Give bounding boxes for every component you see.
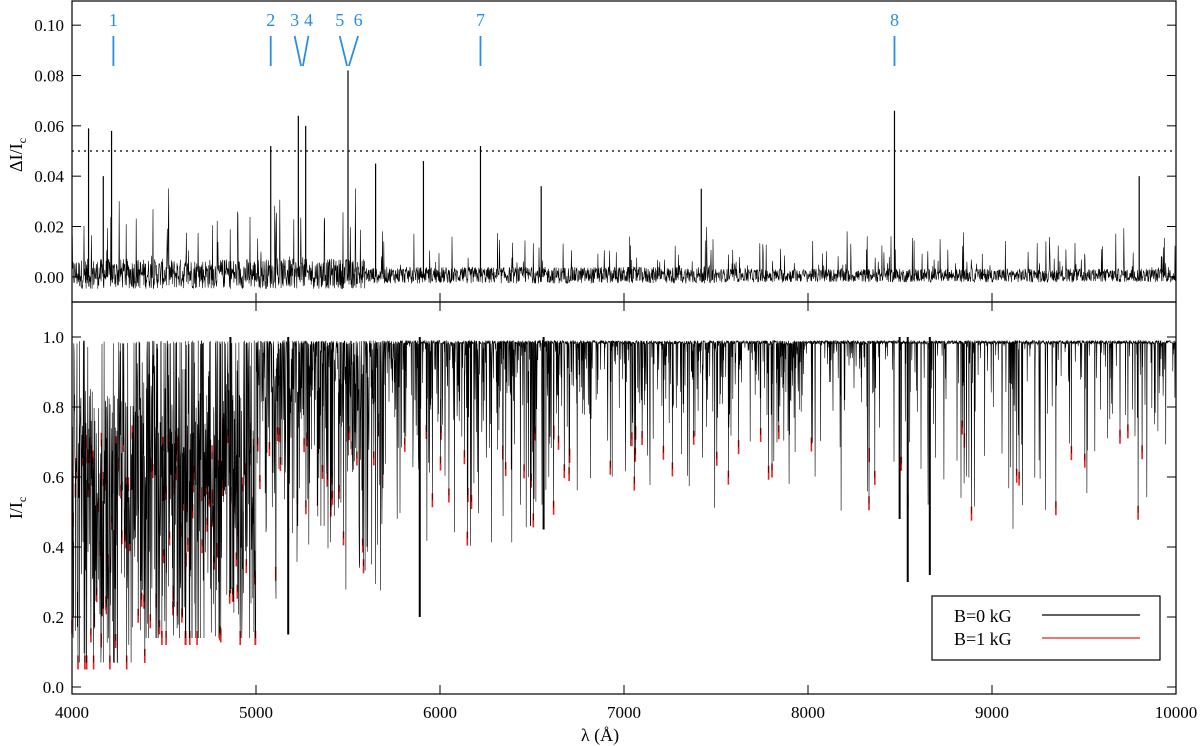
series-b0 bbox=[71, 339, 1177, 663]
marker-label-4: 4 bbox=[304, 10, 313, 30]
top-ytick-label-0: 0.00 bbox=[34, 268, 64, 287]
xtick-label-3: 7000 bbox=[607, 703, 641, 722]
xtick-label-0: 4000 bbox=[55, 703, 89, 722]
marker-tick-5 bbox=[338, 35, 348, 67]
marker-label-7: 7 bbox=[476, 10, 485, 30]
bottom-panel: 0.0 0.2 0.4 0.6 0.8 1.0 4000 5000 6000 7000 8000 9… bbox=[6, 293, 1197, 746]
marker-tick-4 bbox=[302, 35, 310, 67]
xtick-label-1: 5000 bbox=[239, 703, 273, 722]
top-y-axis-label-sub: c bbox=[15, 138, 29, 143]
bottom-ytick-label-0: 0.0 bbox=[43, 678, 64, 697]
x-ticks: 4000 5000 6000 7000 8000 9000 10000 bbox=[55, 293, 1197, 722]
top-y-ticks: 0.00 0.02 0.04 0.06 0.08 0.10 bbox=[34, 16, 1176, 287]
bottom-y-axis-label: I/Ic bbox=[6, 497, 29, 519]
bottom-data-lines bbox=[71, 337, 1177, 670]
marker-tick-3 bbox=[293, 35, 302, 67]
xtick-label-2: 6000 bbox=[423, 703, 457, 722]
marker-label-5: 5 bbox=[335, 10, 344, 30]
top-y-axis-label-main: ΔI/I bbox=[6, 143, 26, 172]
top-y-axis-label: ΔI/Ic bbox=[6, 138, 29, 172]
legend: B=0 kG B=1 kG bbox=[931, 595, 1161, 661]
top-ytick-label-5: 0.10 bbox=[34, 16, 64, 35]
top-noise-series bbox=[71, 188, 1177, 290]
top-ytick-label-4: 0.08 bbox=[34, 67, 64, 86]
marker-label-2: 2 bbox=[266, 10, 275, 30]
xtick-label-6: 10000 bbox=[1155, 703, 1198, 722]
bottom-ytick-label-1: 0.2 bbox=[43, 608, 64, 627]
top-ytick-label-2: 0.04 bbox=[34, 167, 64, 186]
top-ytick-label-3: 0.06 bbox=[34, 117, 64, 136]
bottom-y-axis-label-main: I/I bbox=[6, 502, 26, 519]
legend-label-b1: B=1 kG bbox=[954, 629, 1012, 649]
bottom-ytick-label-2: 0.4 bbox=[43, 538, 65, 557]
top-data-lines bbox=[71, 70, 1177, 290]
marker-label-1: 1 bbox=[109, 10, 118, 30]
legend-label-b0: B=0 kG bbox=[954, 606, 1012, 626]
marker-label-6: 6 bbox=[354, 10, 363, 30]
x-axis-label: λ (Å) bbox=[581, 725, 619, 746]
bottom-y-axis-label-sub: c bbox=[15, 497, 29, 502]
xtick-label-5: 9000 bbox=[975, 703, 1009, 722]
legend-box bbox=[931, 595, 1161, 661]
bottom-y-ticks: 0.0 0.2 0.4 0.6 0.8 1.0 bbox=[43, 328, 1176, 697]
marker-label-8: 8 bbox=[890, 10, 899, 30]
top-ytick-label-1: 0.02 bbox=[34, 218, 64, 237]
bottom-ytick-label-4: 0.8 bbox=[43, 398, 64, 417]
marker-tick-6 bbox=[348, 35, 359, 67]
bottom-ytick-label-3: 0.6 bbox=[43, 468, 64, 487]
xtick-label-4: 8000 bbox=[791, 703, 825, 722]
marker-label-3: 3 bbox=[290, 10, 299, 30]
bottom-ytick-label-5: 1.0 bbox=[43, 328, 64, 347]
